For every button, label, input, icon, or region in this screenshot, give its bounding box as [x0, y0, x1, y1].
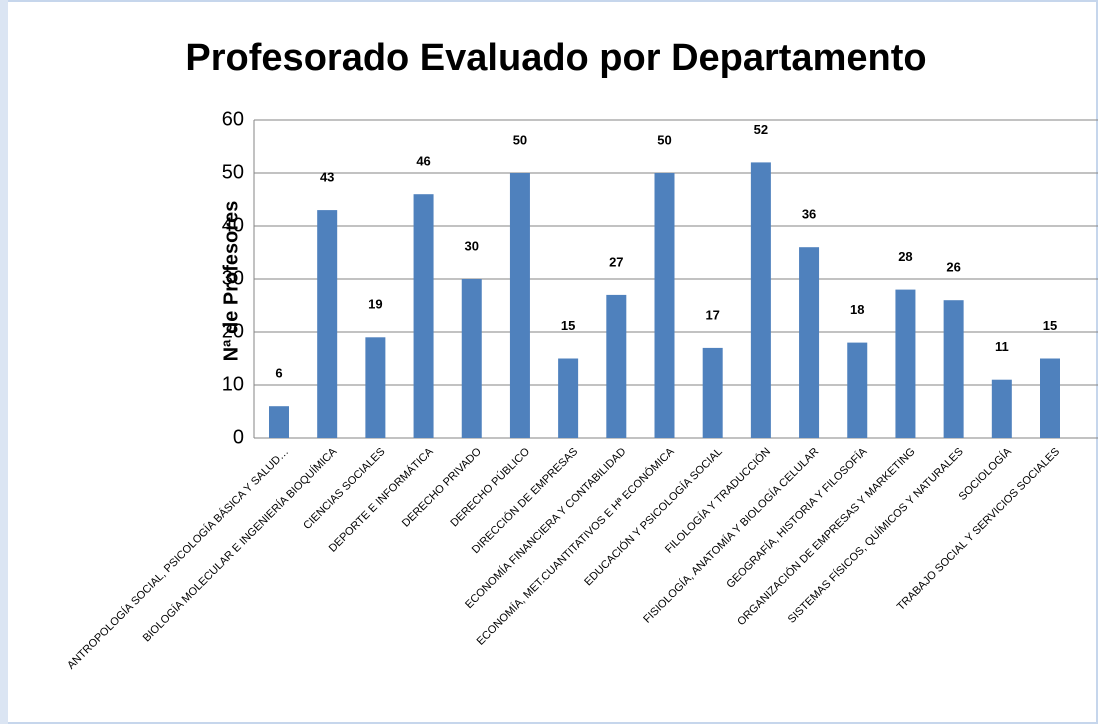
data-label: 43: [320, 170, 334, 185]
bar: [654, 173, 675, 438]
bar: [895, 289, 916, 438]
bar: [461, 279, 482, 438]
bar: [269, 406, 289, 438]
data-label: 15: [1043, 318, 1057, 333]
bar: [750, 162, 771, 438]
y-axis-label: Nª de Profesores: [220, 201, 242, 362]
bar: [413, 194, 434, 438]
data-label: 36: [802, 207, 816, 222]
bar: [702, 347, 723, 438]
data-label: 52: [754, 122, 768, 137]
bar: [509, 173, 530, 438]
frame-edge: [0, 0, 8, 724]
bar: [558, 358, 579, 438]
data-label: 19: [368, 297, 382, 312]
data-label: 17: [705, 307, 719, 322]
data-label: 28: [898, 249, 912, 264]
bar: [606, 294, 627, 438]
data-label: 27: [609, 254, 623, 269]
data-label: 30: [465, 238, 479, 253]
bar: [799, 247, 820, 438]
chart-title: Profesorado Evaluado por Departamento: [185, 37, 926, 79]
y-tick-label: 30: [222, 267, 244, 289]
bar: [317, 210, 338, 438]
data-label: 18: [850, 302, 864, 317]
bar: [365, 337, 386, 438]
y-tick-label: 10: [222, 373, 244, 395]
y-tick-label: 60: [222, 108, 244, 130]
data-label: 46: [416, 154, 430, 169]
data-label: 50: [513, 132, 527, 147]
bar: [991, 379, 1012, 438]
data-label: 50: [657, 132, 671, 147]
data-label: 6: [275, 366, 282, 381]
y-tick-label: 50: [222, 161, 244, 183]
bar: [943, 300, 964, 438]
data-label: 26: [946, 260, 960, 275]
data-label: 11: [995, 339, 1009, 354]
bar: [847, 342, 868, 438]
y-tick-label: 0: [233, 426, 244, 448]
y-tick-label: 40: [222, 214, 244, 236]
bar: [1040, 358, 1060, 438]
data-label: 15: [561, 318, 575, 333]
y-tick-label: 20: [222, 320, 244, 342]
